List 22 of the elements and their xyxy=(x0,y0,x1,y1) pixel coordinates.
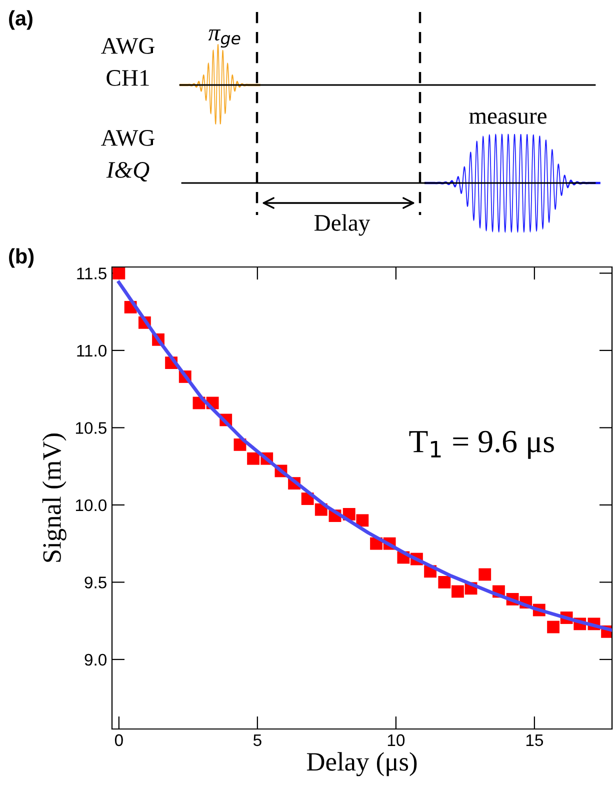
text: AWG xyxy=(100,38,155,54)
x-tick-label: 15 xyxy=(526,734,544,746)
text: π$_{ge}$ xyxy=(208,30,240,48)
text: Delay xyxy=(314,214,370,236)
y-tick-label: 10.0 xyxy=(76,499,106,512)
y-axis-title: Signal (mV) xyxy=(42,434,66,562)
text: CH1 xyxy=(106,70,149,86)
y-tick-label: 10.5 xyxy=(76,422,106,434)
text: (b) xyxy=(9,248,34,268)
y-tick-label: 11.0 xyxy=(77,344,106,357)
y-tick-label: 11.5 xyxy=(77,268,106,280)
x-tick-label: 0 xyxy=(114,734,123,746)
text: AWG xyxy=(100,130,155,146)
text: (a) xyxy=(9,10,32,30)
annotation: T$_{1}$ = 9.6 μs xyxy=(409,430,554,459)
y-tick-label: 9.0 xyxy=(84,654,106,666)
x-axis-title: Delay (μs) xyxy=(306,752,417,776)
x-tick-label: 10 xyxy=(388,734,405,746)
y-tick-label: 9.5 xyxy=(84,576,106,588)
text: I&Q xyxy=(106,162,150,182)
text: measure xyxy=(469,112,547,124)
x-tick-label: 5 xyxy=(253,734,262,746)
